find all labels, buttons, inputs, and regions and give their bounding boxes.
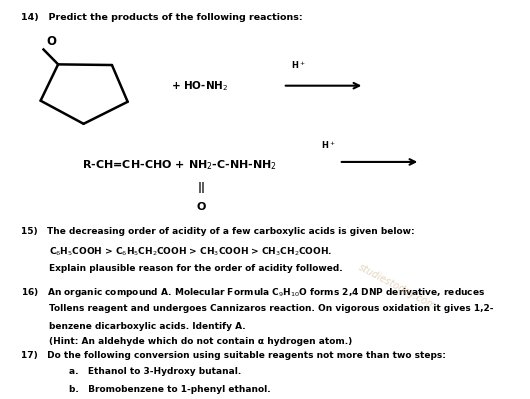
- Text: Tollens reagent and undergoes Cannizaros reaction. On vigorous oxidation it give: Tollens reagent and undergoes Cannizaros…: [49, 304, 493, 313]
- Text: 16)   An organic compound A. Molecular Formula C$_9$H$_{10}$O forms 2,4 DNP deri: 16) An organic compound A. Molecular For…: [21, 286, 485, 299]
- Text: studiestoday.com: studiestoday.com: [357, 263, 438, 312]
- Text: 17)   Do the following conversion using suitable reagents not more than two step: 17) Do the following conversion using su…: [21, 351, 446, 360]
- Text: 14)   Predict the products of the following reactions:: 14) Predict the products of the followin…: [21, 13, 303, 22]
- Text: H$^+$: H$^+$: [291, 59, 305, 71]
- Text: benzene dicarboxylic acids. Identify A.: benzene dicarboxylic acids. Identify A.: [49, 322, 245, 331]
- Text: H$^+$: H$^+$: [321, 139, 336, 151]
- Text: a.   Ethanol to 3-Hydroxy butanal.: a. Ethanol to 3-Hydroxy butanal.: [69, 367, 241, 376]
- Text: 15)   The decreasing order of acidity of a few carboxylic acids is given below:: 15) The decreasing order of acidity of a…: [21, 227, 414, 236]
- Text: + HO-NH$_2$: + HO-NH$_2$: [171, 79, 228, 93]
- Text: O: O: [197, 202, 206, 212]
- Text: R-CH=CH-CHO + NH$_2$-C-NH-NH$_2$: R-CH=CH-CHO + NH$_2$-C-NH-NH$_2$: [82, 159, 277, 172]
- Text: ||: ||: [197, 182, 206, 193]
- Text: Explain plausible reason for the order of acidity followed.: Explain plausible reason for the order o…: [49, 264, 342, 273]
- Text: b.   Bromobenzene to 1-phenyl ethanol.: b. Bromobenzene to 1-phenyl ethanol.: [69, 385, 271, 393]
- Text: O: O: [46, 35, 56, 47]
- Text: C$_6$H$_5$COOH > C$_6$H$_5$CH$_2$COOH > CH$_3$COOH > CH$_3$CH$_2$COOH.: C$_6$H$_5$COOH > C$_6$H$_5$CH$_2$COOH > …: [49, 246, 332, 258]
- Text: (Hint: An aldehyde which do not contain α hydrogen atom.): (Hint: An aldehyde which do not contain …: [49, 337, 352, 346]
